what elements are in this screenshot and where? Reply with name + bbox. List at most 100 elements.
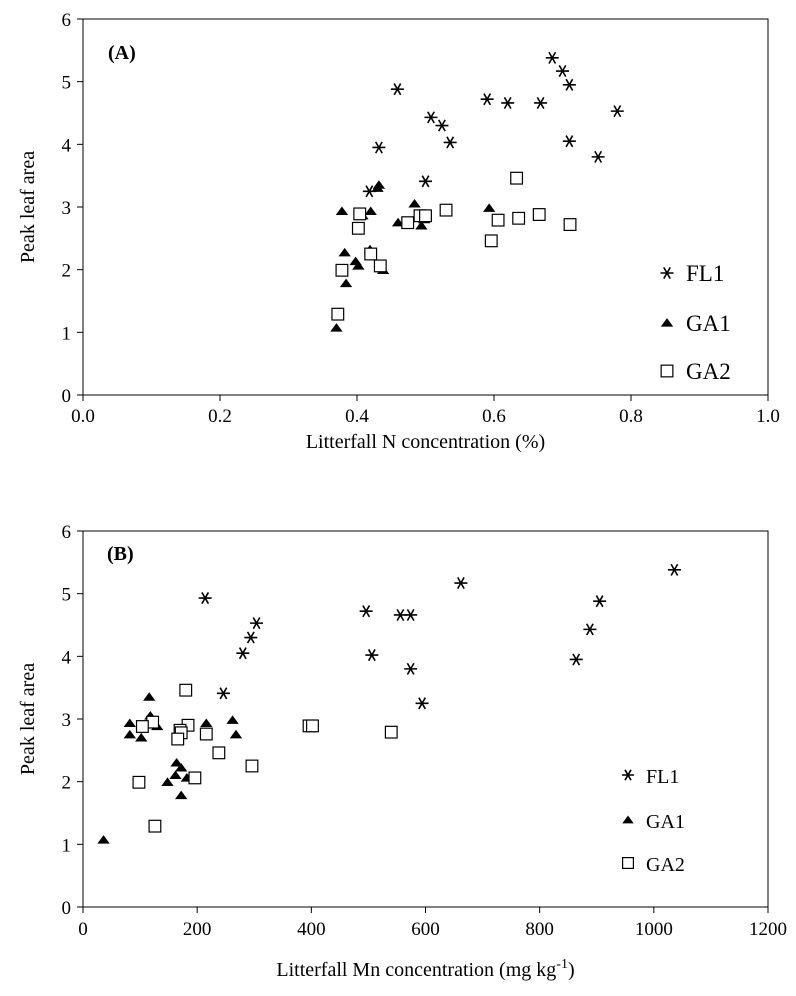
data-point-fl1 bbox=[419, 175, 432, 188]
data-point-ga1 bbox=[226, 715, 239, 724]
data-point-fl1 bbox=[562, 135, 576, 148]
y-axis-title: Peak leaf area bbox=[17, 151, 39, 263]
data-point-fl1 bbox=[216, 687, 230, 700]
data-point-fl1 bbox=[198, 592, 212, 605]
y-tick-label: 2 bbox=[62, 773, 72, 794]
data-point-ga1 bbox=[200, 718, 213, 728]
y-tick-label: 1 bbox=[62, 323, 72, 344]
data-point-fl1 bbox=[390, 83, 404, 96]
legend-marker-ga1 bbox=[622, 815, 634, 824]
data-point-ga2 bbox=[401, 216, 415, 230]
data-point-ga1 bbox=[161, 777, 174, 786]
x-tick-label: 0.6 bbox=[482, 406, 506, 427]
data-point-fl1 bbox=[591, 150, 605, 163]
x-tick-label: 0.2 bbox=[208, 406, 232, 427]
data-point-ga2 bbox=[331, 307, 345, 321]
data-point-ga2 bbox=[132, 775, 146, 789]
series-ga1 bbox=[97, 692, 243, 844]
data-point-ga2 bbox=[484, 234, 498, 248]
data-point-ga1 bbox=[135, 732, 148, 742]
data-point-ga1 bbox=[175, 763, 188, 772]
series-ga2 bbox=[132, 683, 398, 833]
panel-label: (A) bbox=[108, 42, 136, 64]
x-tick-label: 0.4 bbox=[345, 406, 369, 427]
data-point-ga2 bbox=[439, 203, 453, 217]
data-point-fl1 bbox=[562, 78, 576, 91]
data-point-ga1 bbox=[143, 692, 156, 701]
x-tick-label: 1200 bbox=[749, 919, 787, 940]
data-point-ga1 bbox=[123, 729, 136, 739]
y-tick-label: 1 bbox=[62, 835, 72, 856]
data-point-fl1 bbox=[480, 93, 494, 106]
y-tick-label: 2 bbox=[62, 261, 72, 282]
data-point-ga1 bbox=[175, 790, 188, 800]
data-point-ga1 bbox=[335, 206, 349, 216]
x-tick-label: 1.0 bbox=[756, 406, 780, 427]
data-point-ga2 bbox=[491, 213, 505, 227]
legend-marker-fl1 bbox=[622, 769, 634, 781]
data-point-ga2 bbox=[171, 732, 185, 746]
data-point-ga2 bbox=[335, 263, 349, 277]
data-point-fl1 bbox=[435, 119, 449, 132]
x-tick-label: 400 bbox=[297, 919, 326, 940]
legend-label-ga1: GA1 bbox=[646, 811, 685, 833]
data-point-ga2 bbox=[353, 207, 367, 221]
legend-label-ga2: GA2 bbox=[646, 854, 685, 876]
data-point-ga2 bbox=[364, 247, 378, 261]
data-point-fl1 bbox=[545, 51, 559, 64]
data-point-ga1 bbox=[391, 217, 405, 227]
data-point-ga2 bbox=[419, 209, 432, 223]
legend-label-fl1: FL1 bbox=[686, 261, 724, 286]
y-axis-title: Peak leaf area bbox=[17, 663, 39, 775]
data-point-ga2 bbox=[384, 725, 398, 739]
legend-marker-ga2 bbox=[621, 856, 634, 869]
data-point-fl1 bbox=[404, 662, 418, 675]
x-tick-label: 200 bbox=[183, 919, 212, 940]
data-point-ga2 bbox=[373, 259, 387, 273]
data-point-fl1 bbox=[583, 623, 597, 636]
data-point-fl1 bbox=[569, 653, 583, 666]
data-point-ga2 bbox=[179, 683, 193, 697]
data-point-fl1 bbox=[372, 141, 386, 154]
y-tick-label: 4 bbox=[62, 647, 72, 668]
x-axis-title: Litterfall Mn concentration (mg kg-1) bbox=[276, 957, 574, 981]
data-point-ga1 bbox=[408, 198, 421, 208]
series-fl1 bbox=[362, 51, 624, 198]
x-tick-label: 0.8 bbox=[619, 406, 643, 427]
data-point-fl1 bbox=[404, 608, 418, 622]
data-point-ga2 bbox=[512, 211, 526, 225]
data-point-fl1 bbox=[556, 64, 569, 78]
x-tick-label: 0 bbox=[78, 919, 88, 940]
legend-label-ga2: GA2 bbox=[686, 359, 731, 384]
data-point-fl1 bbox=[454, 576, 468, 590]
data-point-fl1 bbox=[365, 649, 379, 662]
data-point-ga2 bbox=[351, 221, 365, 235]
panel-label: (B) bbox=[107, 543, 134, 565]
data-point-ga1 bbox=[352, 261, 365, 270]
data-point-ga1 bbox=[229, 729, 243, 739]
x-axis-title: Litterfall N concentration (%) bbox=[306, 431, 545, 453]
data-point-ga2 bbox=[563, 218, 577, 231]
legend-marker-ga2 bbox=[660, 364, 674, 378]
series-fl1 bbox=[198, 563, 681, 710]
data-point-fl1 bbox=[667, 563, 681, 576]
y-tick-label: 5 bbox=[62, 585, 72, 606]
y-tick-label: 0 bbox=[62, 898, 72, 919]
data-point-fl1 bbox=[244, 631, 258, 644]
series-ga1 bbox=[330, 180, 496, 332]
data-point-fl1 bbox=[610, 105, 624, 118]
data-point-ga1 bbox=[371, 183, 384, 192]
data-point-ga2 bbox=[148, 819, 162, 833]
data-point-fl1 bbox=[250, 617, 264, 630]
data-point-ga2 bbox=[510, 171, 524, 185]
legend-marker-fl1 bbox=[660, 266, 674, 280]
data-point-ga2 bbox=[306, 719, 319, 733]
series-ga2 bbox=[331, 171, 577, 321]
data-point-fl1 bbox=[593, 595, 607, 608]
data-point-ga2 bbox=[188, 771, 202, 785]
data-point-ga1 bbox=[364, 206, 377, 216]
y-tick-label: 6 bbox=[62, 522, 72, 543]
data-point-ga1 bbox=[483, 203, 496, 212]
data-point-ga1 bbox=[169, 770, 182, 780]
data-point-fl1 bbox=[359, 605, 373, 618]
